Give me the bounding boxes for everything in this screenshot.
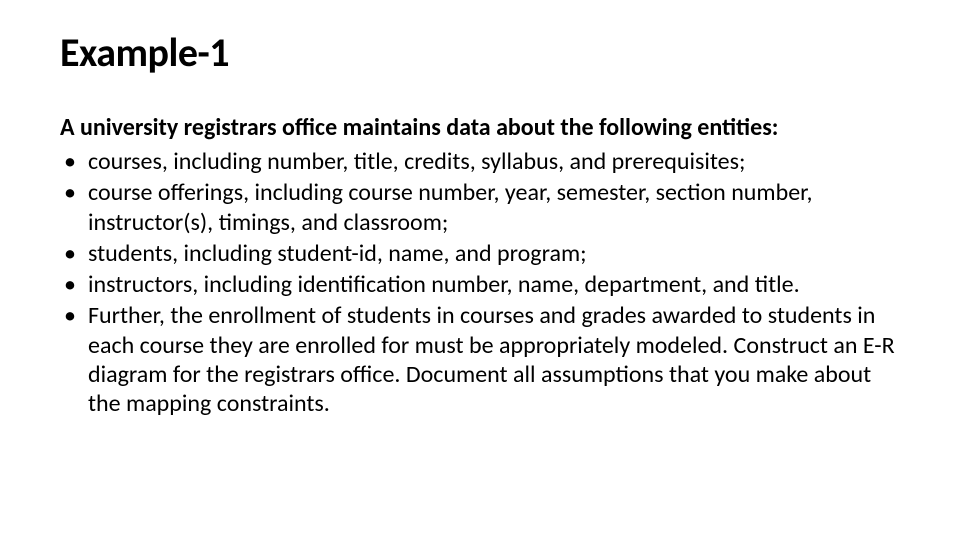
intro-line: A university registrars office maintains… <box>60 113 900 143</box>
list-item: courses, including number, title, credit… <box>60 147 900 176</box>
list-item: students, including student-id, name, an… <box>60 239 900 268</box>
list-item: Further, the enrollment of students in c… <box>60 301 900 418</box>
list-item: instructors, including identification nu… <box>60 270 900 299</box>
bullet-list: courses, including number, title, credit… <box>60 147 900 418</box>
slide: Example-1 A university registrars office… <box>0 0 960 540</box>
list-item: course offerings, including course numbe… <box>60 178 900 237</box>
slide-title: Example-1 <box>60 28 900 77</box>
